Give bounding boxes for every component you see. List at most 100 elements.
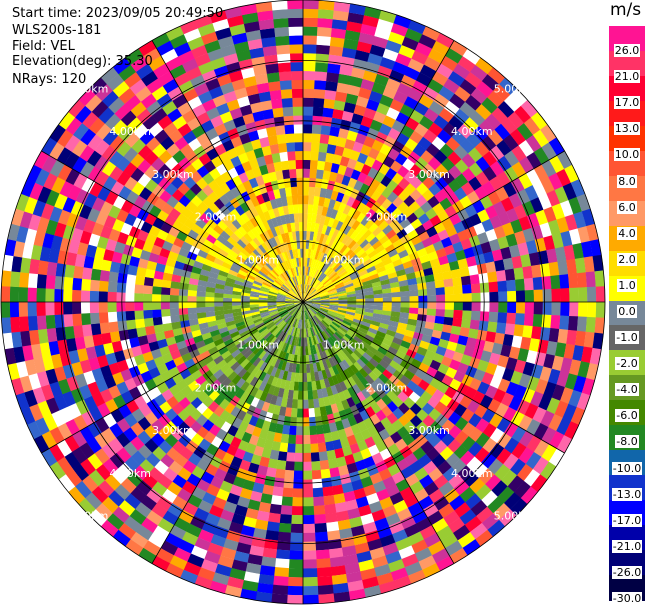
range-gate [421,260,432,270]
range-gate [514,313,525,326]
range-gate [209,364,221,375]
range-gate [27,315,38,331]
range-gate [474,404,488,419]
range-gate [81,267,93,280]
range-gate [364,308,374,314]
range-gate [461,310,472,320]
range-gate [370,253,381,263]
range-gate [303,319,306,329]
range-gate [108,150,124,167]
range-gate [370,391,382,403]
range-gate [72,463,90,481]
range-gate [43,172,58,190]
range-gate [322,264,330,274]
range-gate [448,70,466,87]
range-gate [302,594,319,605]
range-gate [263,279,273,286]
range-gate [363,314,373,321]
range-gate [266,345,274,355]
range-gate [293,124,304,134]
range-gate [27,272,39,289]
range-gate [310,277,316,287]
range-gate [276,330,284,340]
range-gate [213,239,225,249]
range-gate [343,38,359,51]
range-gate [459,327,470,338]
range-gate [245,442,257,455]
range-gate [302,479,313,489]
range-gate [256,155,267,167]
range-gate [197,317,208,325]
range-gate [594,270,605,287]
range-gate [174,453,189,468]
range-gate [288,159,297,170]
range-gate [339,222,348,233]
range-gate [287,443,296,453]
range-gate [63,313,74,328]
range-gate [459,79,477,96]
range-gate [196,458,210,472]
colorbar-tick-label: -4.0 [615,383,639,397]
range-gate [311,268,316,278]
range-gate [289,258,294,269]
range-gate [196,111,211,126]
range-gate [249,304,259,308]
range-gate [234,144,246,156]
range-gate [116,282,127,293]
range-gate [320,296,330,300]
range-gate [344,262,354,271]
range-gate [143,424,158,439]
range-gate [397,249,409,259]
range-gate [174,260,185,270]
range-gate [137,144,153,160]
range-gate [440,406,455,420]
range-gate [353,361,363,372]
range-gate [371,354,383,364]
range-gate [366,99,380,112]
range-gate [296,257,300,267]
range-gate [310,306,319,313]
range-gate [497,211,511,226]
range-gate [208,424,221,437]
range-gate [357,172,368,184]
range-gate [80,290,91,302]
range-gate [417,136,432,151]
range-gate [355,333,365,341]
range-gate [89,312,100,325]
range-gate [116,231,129,245]
range-gate [337,73,352,85]
range-gate [510,410,525,427]
range-gate [284,186,292,197]
ring-label: 1.00km [238,253,280,266]
range-gate [356,330,367,338]
range-gate [198,274,209,282]
colorbar-tick-label: 2.0 [617,252,637,266]
range-gate [322,278,331,286]
range-gate [264,319,274,327]
range-gate [96,402,111,418]
range-gate [328,308,338,314]
range-gate [142,241,154,253]
range-gate [317,442,327,453]
range-gate [179,282,189,290]
range-gate [294,372,300,383]
range-gate [108,321,119,333]
range-gate [293,267,298,277]
range-gate [293,470,303,480]
range-gate [280,233,287,243]
range-gate [361,205,372,216]
range-gate [256,272,266,280]
range-gate [304,284,308,294]
range-gate [493,84,511,102]
range-gate [262,108,275,120]
range-gate [334,264,343,273]
range-gate [235,340,246,350]
range-gate [298,212,304,223]
range-gate [339,381,348,392]
range-gate [283,283,291,291]
range-gate [96,235,109,250]
range-gate [171,274,182,283]
ring-label: 3.00km [408,424,450,437]
range-gate [53,394,68,411]
range-gate [296,168,304,178]
